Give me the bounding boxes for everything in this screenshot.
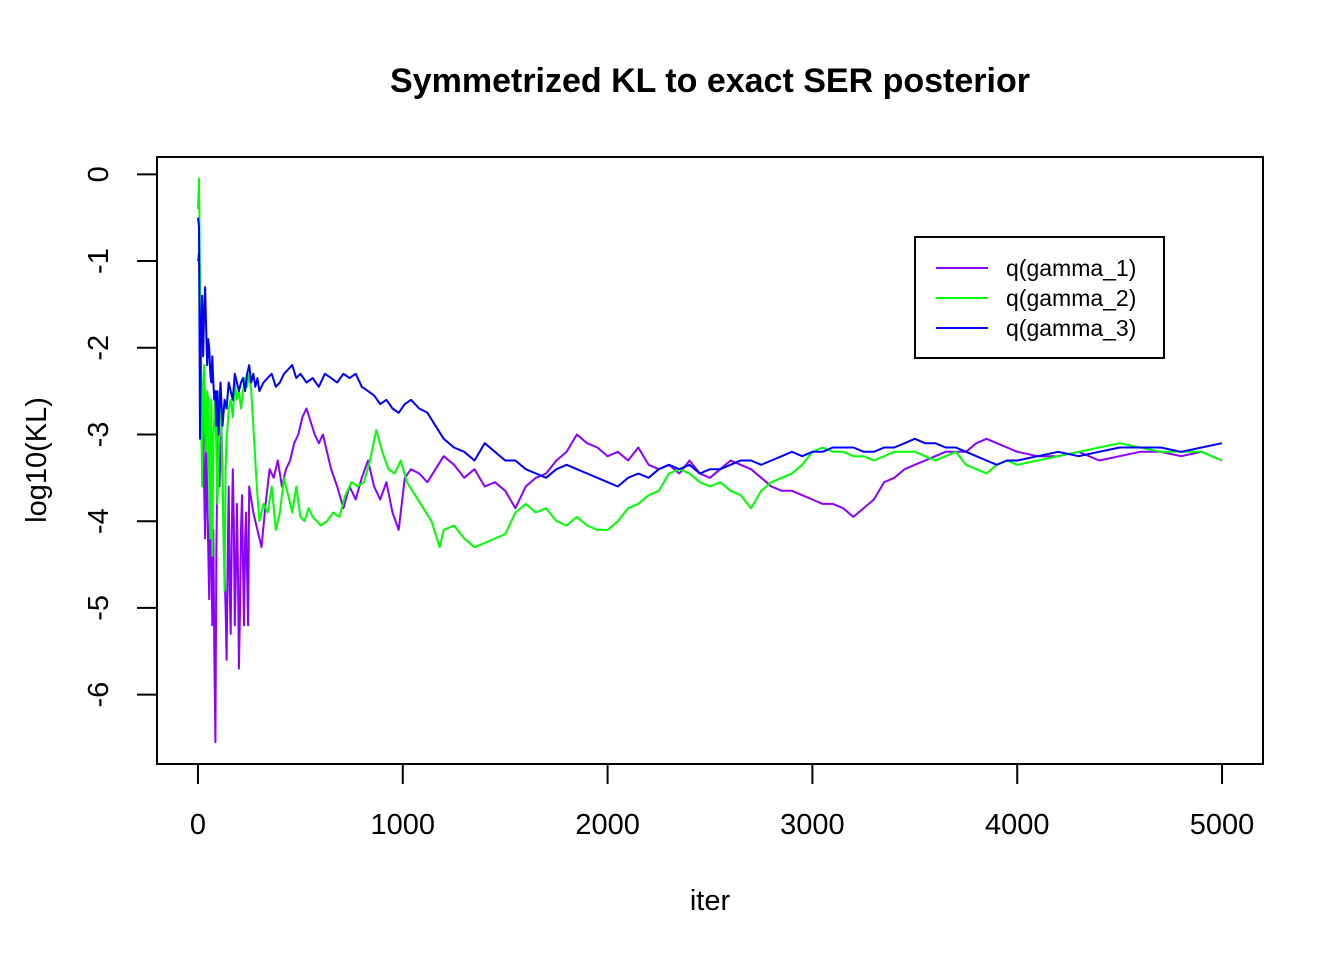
- y-tick-label: -5: [83, 595, 115, 621]
- x-tick-label: 3000: [780, 809, 845, 841]
- x-tick-label: 5000: [1190, 809, 1255, 841]
- y-tick-label: -6: [83, 682, 115, 708]
- x-axis-label: iter: [690, 885, 731, 917]
- series-line-3: [197, 217, 1223, 488]
- x-tick-label: 2000: [575, 809, 640, 841]
- x-tick-label: 0: [190, 809, 206, 841]
- y-tick-label: -1: [83, 248, 115, 274]
- x-tick-label: 4000: [985, 809, 1050, 841]
- y-tick-label: -4: [83, 508, 115, 534]
- legend-label-3: q(gamma_3): [1006, 315, 1136, 341]
- y-tick-label: -2: [83, 335, 115, 361]
- plot-frame: [156, 156, 1264, 765]
- y-tick-label: -3: [83, 422, 115, 448]
- series-line-2: [197, 177, 1223, 592]
- y-tick-label: 0: [83, 166, 115, 182]
- x-tick-label: 1000: [371, 809, 436, 841]
- legend: q(gamma_1) q(gamma_2) q(gamma_3): [914, 236, 1165, 359]
- chart-title: Symmetrized KL to exact SER posterior: [390, 62, 1030, 100]
- y-axis: 0 -1 -2 -3 -4 -5 -6: [83, 166, 158, 708]
- legend-label-1: q(gamma_1): [1006, 255, 1136, 281]
- y-axis-label: log10(KL): [21, 397, 53, 523]
- series-layer: [197, 177, 1223, 744]
- legend-label-2: q(gamma_2): [1006, 285, 1136, 311]
- x-axis: 0 1000 2000 3000 4000 5000: [190, 763, 1255, 841]
